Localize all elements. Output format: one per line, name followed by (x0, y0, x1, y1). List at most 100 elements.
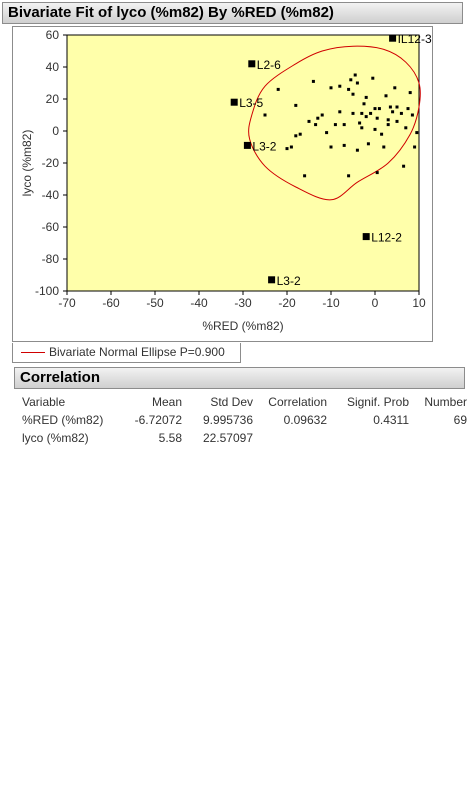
data-point (289, 145, 293, 149)
data-point (380, 132, 384, 136)
data-point (285, 147, 289, 151)
data-point (366, 142, 370, 146)
cell-std-dev: 22.57097 (202, 431, 253, 445)
y-tick-label: 20 (46, 92, 60, 106)
data-point (294, 103, 298, 107)
data-point (377, 107, 381, 111)
cell-signif-prob (327, 429, 409, 447)
data-point (375, 116, 379, 120)
col-header-correlation: Correlation (268, 395, 327, 409)
data-point (360, 126, 364, 130)
plot-area[interactable] (66, 34, 420, 292)
data-point (415, 131, 419, 135)
data-point (375, 171, 379, 175)
point-label: L12-2 (371, 231, 402, 245)
ellipse-layer (248, 45, 421, 201)
labeled-data-point (248, 60, 256, 68)
labeled-data-point (243, 141, 251, 149)
data-point (355, 81, 359, 85)
bivariate-fit-title: Bivariate Fit of lyco (%m82) By %RED (%m… (8, 4, 334, 21)
data-point (391, 110, 395, 114)
labeled-data-point (362, 233, 370, 241)
y-tick-label: -80 (42, 252, 60, 266)
data-point (395, 119, 399, 123)
col-header-number: Number (424, 395, 467, 409)
x-tick-label: -20 (278, 296, 296, 310)
data-point (413, 145, 417, 149)
data-point (329, 145, 333, 149)
data-point (408, 91, 412, 95)
data-point (298, 132, 302, 136)
cell-variable: lyco (%m82) (22, 431, 89, 445)
correlation-title: Correlation (20, 369, 101, 386)
cell-signif-prob: 0.4311 (373, 413, 409, 427)
correlation-header[interactable]: Correlation (14, 367, 465, 389)
data-point (404, 126, 408, 130)
data-point (388, 105, 392, 109)
cell-mean: 5.58 (158, 431, 182, 445)
y-tick-label: -100 (35, 284, 59, 298)
data-point (386, 118, 390, 122)
data-point (402, 164, 406, 168)
x-tick-label: -50 (146, 296, 164, 310)
y-tick-label: -40 (42, 188, 60, 202)
y-axis: -100 -80 -60 -40 -20 0 20 40 60 (35, 28, 67, 298)
data-point (320, 113, 324, 117)
x-tick-label: -30 (234, 296, 252, 310)
x-tick-label: -70 (58, 296, 76, 310)
cell-correlation: 0.09632 (283, 413, 327, 427)
legend: Bivariate Normal Ellipse P=0.900 (12, 343, 241, 363)
data-point (369, 111, 373, 115)
point-label: L3-5 (239, 96, 263, 110)
data-point (347, 87, 351, 91)
data-point (364, 115, 368, 119)
cell-correlation (253, 429, 327, 447)
data-point (333, 123, 337, 127)
table-row: %RED (%m82) -6.72072 9.995736 0.09632 0.… (22, 411, 467, 429)
data-point (373, 107, 377, 111)
labeled-data-point (230, 98, 238, 106)
data-point (329, 86, 333, 90)
data-point (395, 105, 399, 109)
data-point (364, 95, 368, 99)
data-point (353, 73, 357, 77)
bivariate-fit-header[interactable]: Bivariate Fit of lyco (%m82) By %RED (%m… (2, 2, 463, 24)
data-point (338, 110, 342, 114)
data-point (382, 145, 386, 149)
data-point (371, 76, 375, 80)
point-label: IL12-3-1 (398, 32, 432, 46)
col-header-variable: Variable (22, 395, 66, 409)
y-tick-label: 40 (46, 60, 60, 74)
data-point (325, 131, 329, 135)
y-tick-label: 60 (46, 28, 60, 42)
data-point (386, 123, 390, 127)
x-tick-label: 0 (372, 296, 379, 310)
data-point (294, 134, 298, 138)
data-point (362, 102, 366, 106)
ellipse-line (248, 45, 421, 201)
x-tick-label: -60 (102, 296, 120, 310)
labeled-data-point (268, 276, 276, 284)
data-point (373, 127, 377, 131)
legend-ellipse-label: Bivariate Normal Ellipse P=0.900 (49, 345, 225, 359)
data-point (406, 107, 410, 111)
data-point (342, 143, 346, 147)
col-header-mean: Mean (151, 395, 182, 409)
cell-variable: %RED (%m82) (22, 413, 104, 427)
cell-number: 69 (453, 413, 467, 427)
x-axis-title: %RED (%m82) (202, 319, 283, 333)
y-tick-label: -60 (42, 220, 60, 234)
cell-number (409, 429, 467, 447)
data-point (338, 84, 342, 88)
data-point (393, 86, 397, 90)
x-tick-label: -40 (190, 296, 208, 310)
data-point (355, 148, 359, 152)
labeled-points-layer: IL12-3-1 L2-6 L3-5 L3-2 L12-2 L3-2 (230, 32, 432, 288)
legend-ellipse-swatch (21, 352, 45, 353)
col-header-signif-prob: Signif. Prob (346, 395, 409, 409)
data-point (342, 123, 346, 127)
table-row: lyco (%m82) 5.58 22.57097 (22, 429, 467, 447)
cell-mean: -6.72072 (134, 413, 182, 427)
